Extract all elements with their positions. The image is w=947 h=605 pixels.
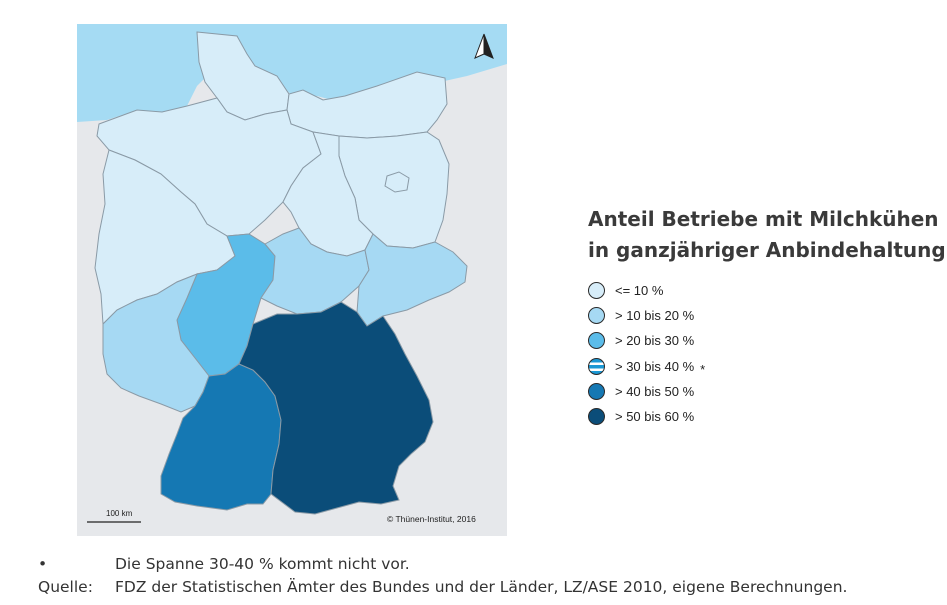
legend-swatch — [588, 307, 605, 325]
legend-label: > 20 bis 30 % — [615, 333, 695, 349]
legend-title: Anteil Betriebe mit Milchkühen in ganzjä… — [588, 204, 946, 266]
sea — [77, 24, 507, 122]
legend: <= 10 % > 10 bis 20 % > 20 bis 30 % > 30 bi… — [588, 278, 705, 429]
legend-item: > 50 bis 60 % — [588, 404, 705, 429]
footnote-text: Die Spanne 30-40 % kommt nicht vor. — [115, 555, 410, 573]
legend-label: > 40 bis 50 % — [615, 383, 695, 399]
legend-title-line1: Anteil Betriebe mit Milchkühen — [588, 207, 939, 231]
scale-bar: 100 km — [87, 509, 141, 523]
legend-label: > 30 bis 40 % — [615, 358, 695, 374]
source-label: Quelle: — [38, 578, 93, 596]
legend-label: > 50 bis 60 % — [615, 409, 695, 425]
legend-label: <= 10 % — [615, 283, 664, 299]
source-line: Quelle: FDZ der Statistischen Ämter des B… — [38, 578, 847, 596]
legend-title-line2: in ganzjähriger Anbindehaltung — [588, 238, 946, 262]
legend-swatch — [588, 408, 605, 426]
footnote: • Die Spanne 30-40 % kommt nicht vor. — [38, 555, 410, 573]
legend-swatch — [588, 282, 605, 300]
legend-item: <= 10 % — [588, 278, 705, 303]
legend-asterisk: * — [700, 361, 706, 377]
legend-swatch — [588, 332, 605, 350]
source-text: FDZ der Statistischen Ämter des Bundes u… — [115, 578, 848, 596]
legend-item: > 40 bis 50 % — [588, 379, 705, 404]
legend-item: > 20 bis 30 % — [588, 328, 705, 353]
region-rheinland-pfalz-saarland — [102, 273, 210, 413]
scale-label: 100 km — [106, 509, 133, 518]
legend-label: > 10 bis 20 % — [615, 308, 695, 324]
legend-swatch — [588, 357, 605, 375]
region-bayern — [238, 301, 434, 515]
region-sachsen — [356, 233, 468, 327]
copyright-label: © Thünen-Institut, 2016 — [387, 514, 476, 524]
legend-item: > 30 bis 40 % * — [588, 354, 705, 379]
legend-swatch — [588, 382, 605, 400]
legend-item: > 10 bis 20 % — [588, 303, 705, 328]
footnote-bullet: • — [38, 555, 48, 573]
region-berlin — [384, 171, 410, 193]
germany-choropleth-map: 100 km © Thünen-Institut, 2016 — [77, 24, 507, 536]
north-arrow-icon — [474, 33, 494, 59]
